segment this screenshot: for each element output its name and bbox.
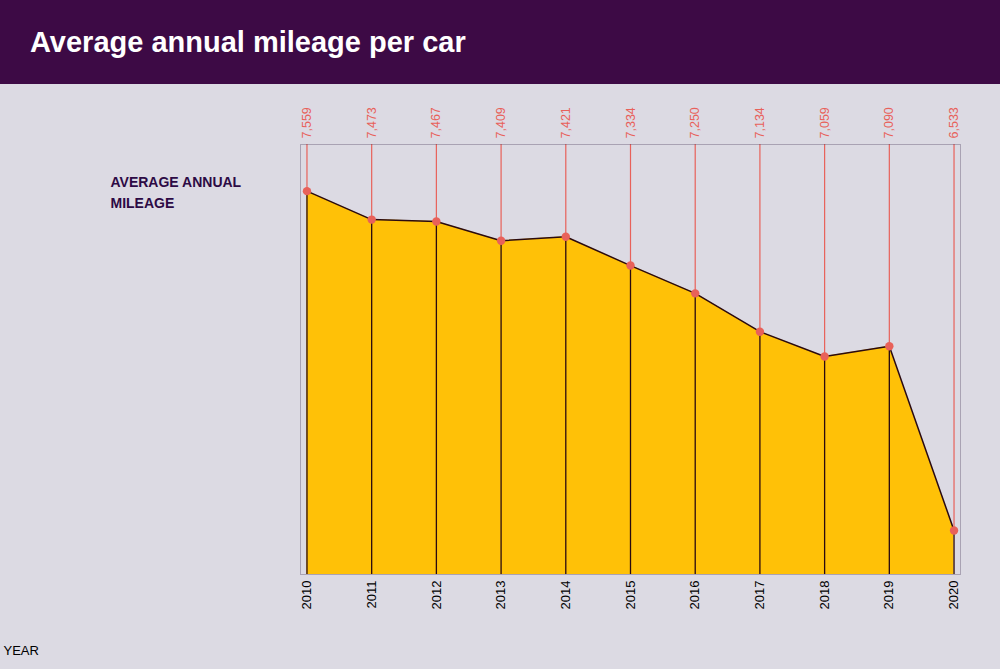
svg-text:7,250: 7,250 [688,107,702,138]
svg-text:2013: 2013 [493,581,508,610]
html-text:Average annual mileage per car: Average annual mileage per car [30,25,466,58]
svg-text:2010: 2010 [299,581,314,610]
svg-text:6,533: 6,533 [947,107,961,138]
svg-text:7,559: 7,559 [300,107,314,138]
svg-text:2019: 2019 [881,581,896,610]
svg-text:7,473: 7,473 [365,107,379,138]
svg-text:AVERAGE ANNUALMILEAGE: AVERAGE ANNUALMILEAGE [111,174,242,211]
svg-text:7,421: 7,421 [559,107,573,138]
svg-text:2017: 2017 [752,581,767,610]
svg-text:2012: 2012 [429,581,444,610]
svg-text:2014: 2014 [558,581,573,610]
svg-text:2015: 2015 [623,581,638,610]
svg-text:7,090: 7,090 [882,107,896,138]
svg-text:7,409: 7,409 [494,107,508,138]
svg-text:7,467: 7,467 [429,107,443,138]
svg-text:2011: 2011 [364,581,379,609]
svg-text:7,134: 7,134 [753,107,767,138]
svg-text:2018: 2018 [817,581,832,610]
svg-text:7,059: 7,059 [818,107,832,138]
svg-text:YEAR: YEAR [4,643,39,658]
svg-text:2020: 2020 [946,581,961,610]
svg-text:2016: 2016 [687,581,702,610]
svg-text:7,334: 7,334 [624,107,638,138]
